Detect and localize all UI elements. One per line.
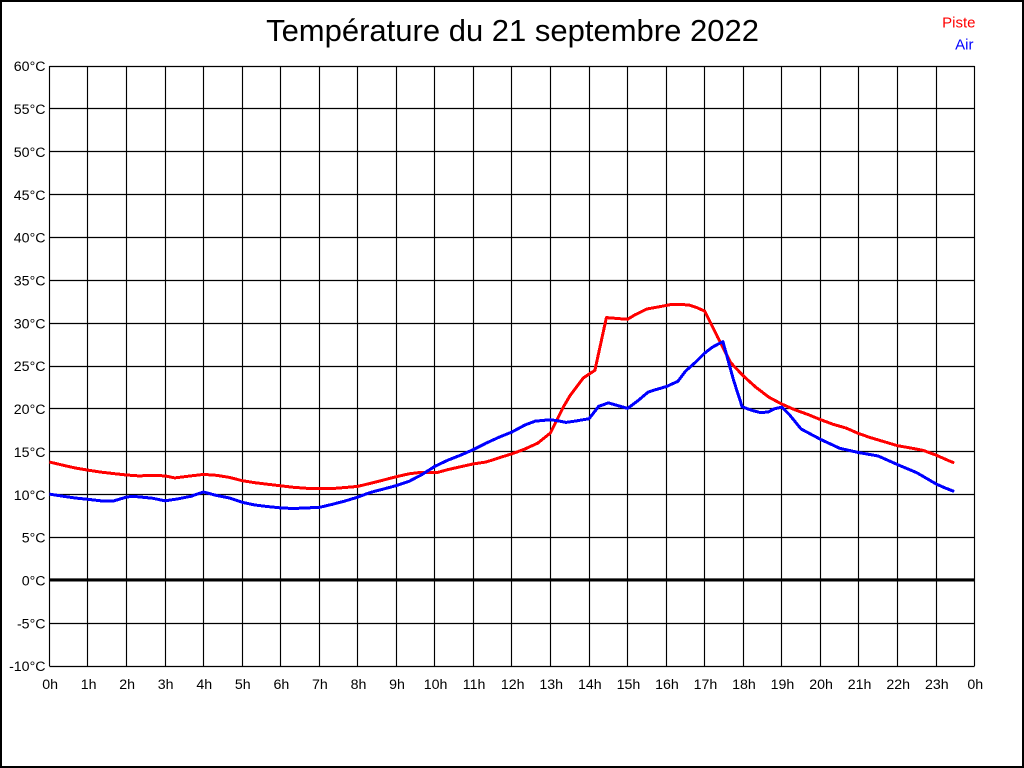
svg-text:23h: 23h — [925, 677, 949, 693]
svg-text:7h: 7h — [312, 677, 328, 693]
svg-text:15h: 15h — [617, 677, 641, 693]
svg-text:13h: 13h — [539, 677, 563, 693]
svg-text:20°C: 20°C — [14, 402, 46, 418]
svg-text:12h: 12h — [501, 677, 525, 693]
svg-text:Piste: Piste — [942, 15, 975, 32]
svg-text:1h: 1h — [81, 677, 97, 693]
svg-text:16h: 16h — [655, 677, 679, 693]
svg-text:17h: 17h — [694, 677, 718, 693]
svg-text:0h: 0h — [42, 677, 58, 693]
svg-text:25°C: 25°C — [14, 359, 46, 375]
svg-text:Air: Air — [955, 37, 973, 54]
svg-text:6h: 6h — [274, 677, 290, 693]
svg-text:5°C: 5°C — [22, 531, 46, 547]
svg-text:-5°C: -5°C — [17, 616, 46, 632]
svg-text:8h: 8h — [351, 677, 367, 693]
svg-text:15°C: 15°C — [14, 445, 46, 461]
svg-text:22h: 22h — [886, 677, 910, 693]
svg-text:-10°C: -10°C — [9, 659, 45, 675]
svg-text:60°C: 60°C — [14, 59, 46, 75]
svg-text:50°C: 50°C — [14, 145, 46, 161]
svg-text:2h: 2h — [119, 677, 135, 693]
svg-text:10h: 10h — [424, 677, 448, 693]
svg-text:0h: 0h — [967, 677, 983, 693]
svg-text:30°C: 30°C — [14, 316, 46, 332]
svg-text:18h: 18h — [732, 677, 756, 693]
svg-text:21h: 21h — [848, 677, 872, 693]
svg-text:45°C: 45°C — [14, 188, 46, 204]
svg-text:35°C: 35°C — [14, 274, 46, 290]
svg-text:20h: 20h — [809, 677, 833, 693]
svg-text:0°C: 0°C — [22, 574, 46, 590]
svg-text:40°C: 40°C — [14, 231, 46, 247]
svg-text:55°C: 55°C — [14, 102, 46, 118]
svg-text:4h: 4h — [196, 677, 212, 693]
svg-text:Température du 21 septembre 20: Température du 21 septembre 2022 — [266, 13, 759, 48]
svg-text:14h: 14h — [578, 677, 602, 693]
svg-text:10°C: 10°C — [14, 488, 46, 504]
svg-text:19h: 19h — [771, 677, 795, 693]
svg-text:5h: 5h — [235, 677, 251, 693]
svg-text:3h: 3h — [158, 677, 174, 693]
svg-text:9h: 9h — [389, 677, 405, 693]
svg-text:11h: 11h — [463, 677, 486, 693]
